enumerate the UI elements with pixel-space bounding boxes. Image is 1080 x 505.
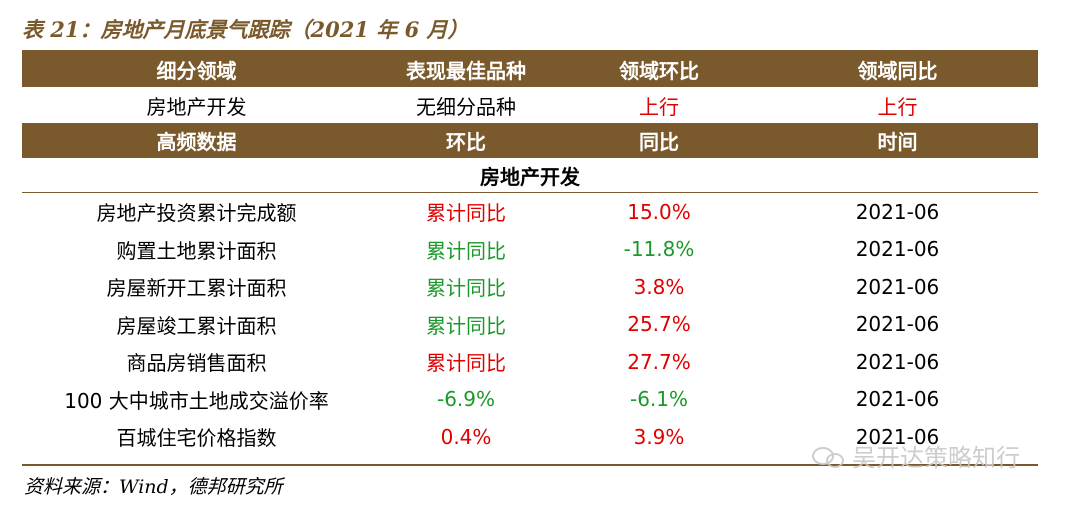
table-row: 房屋新开工累计面积 累计同比 3.8% 2021-06 [22, 268, 1038, 306]
mom-cell: -6.9% [436, 387, 496, 412]
header-cell: 领域环比 [561, 52, 757, 87]
watermark-text: 吴开达策略知行 [852, 444, 1020, 472]
yoy-cell: -11.8% [623, 237, 695, 262]
time-cell: 2021-06 [855, 237, 940, 262]
mom-cell: 累计同比 [426, 276, 506, 301]
header-cell: 时间 [757, 123, 1038, 158]
time-cell: 2021-06 [855, 274, 940, 299]
mom-cell: 0.4% [440, 424, 492, 449]
sector-yoy: 上行 [877, 94, 918, 119]
indicator-name: 房屋竣工累计面积 [116, 313, 277, 338]
time-cell: 2021-06 [855, 312, 940, 337]
bottom-rule [22, 464, 1038, 466]
time-cell: 2021-06 [855, 349, 940, 374]
source-note: 资料来源：Wind，德邦研究所 [24, 476, 283, 498]
yoy-cell: 27.7% [627, 349, 691, 374]
header-cell: 表现最佳品种 [371, 52, 561, 87]
top-rule [22, 50, 1038, 52]
section-title: 房地产开发 [22, 158, 1038, 193]
mom-cell: 累计同比 [426, 238, 506, 263]
watermark: 吴开达策略知行 [812, 438, 1020, 473]
mom-cell: 累计同比 [426, 313, 506, 338]
indicator-name: 房地产投资累计完成额 [96, 201, 297, 226]
summary-row: 房地产开发 无细分品种 上行 上行 [22, 87, 1038, 123]
yoy-cell: 25.7% [627, 312, 691, 337]
table-row: 百城住宅价格指数 0.4% 3.9% 2021-06 [22, 418, 1038, 456]
best-variety: 无细分品种 [416, 94, 516, 119]
indicator-name: 商品房销售面积 [126, 351, 267, 376]
time-cell: 2021-06 [855, 199, 940, 224]
header-cell: 同比 [561, 123, 757, 158]
indicator-name: 房屋新开工累计面积 [106, 276, 287, 301]
mom-cell: 累计同比 [426, 201, 506, 226]
table-row: 商品房销售面积 累计同比 27.7% 2021-06 [22, 343, 1038, 381]
yoy-cell: 15.0% [627, 199, 691, 224]
sector-mom: 上行 [639, 94, 679, 119]
table-row: 房屋竣工累计面积 累计同比 25.7% 2021-06 [22, 306, 1038, 344]
yoy-cell: -6.1% [629, 387, 689, 412]
header-cell: 高频数据 [22, 123, 371, 158]
tracking-table: 细分领域 表现最佳品种 领域环比 领域同比 房地产开发 无细分品种 上行 上行 … [22, 52, 1038, 456]
table-title: 表 21：房地产月底景气跟踪（2021 年 6 月） [22, 17, 469, 42]
table-row: 100 大中城市土地成交溢价率 -6.9% -6.1% 2021-06 [22, 381, 1038, 419]
wechat-icon [812, 445, 846, 468]
indicator-name: 100 大中城市土地成交溢价率 [64, 388, 329, 413]
header-row-2: 高频数据 环比 同比 时间 [22, 123, 1038, 158]
header-row-1: 细分领域 表现最佳品种 领域环比 领域同比 [22, 52, 1038, 87]
yoy-cell: 3.8% [633, 274, 685, 299]
header-cell: 领域同比 [757, 52, 1038, 87]
table-row: 购置土地累计面积 累计同比 -11.8% 2021-06 [22, 231, 1038, 269]
section-row: 房地产开发 [22, 158, 1038, 193]
table-row: 房地产投资累计完成额 累计同比 15.0% 2021-06 [22, 193, 1038, 231]
indicator-name: 购置土地累计面积 [116, 238, 277, 263]
indicator-name: 百城住宅价格指数 [116, 426, 277, 451]
time-cell: 2021-06 [855, 424, 940, 449]
header-cell: 环比 [371, 123, 561, 158]
time-cell: 2021-06 [855, 387, 940, 412]
mom-cell: 累计同比 [426, 351, 506, 376]
yoy-cell: 3.9% [633, 424, 685, 449]
sector-name: 房地产开发 [146, 94, 247, 119]
header-cell: 细分领域 [22, 52, 371, 87]
